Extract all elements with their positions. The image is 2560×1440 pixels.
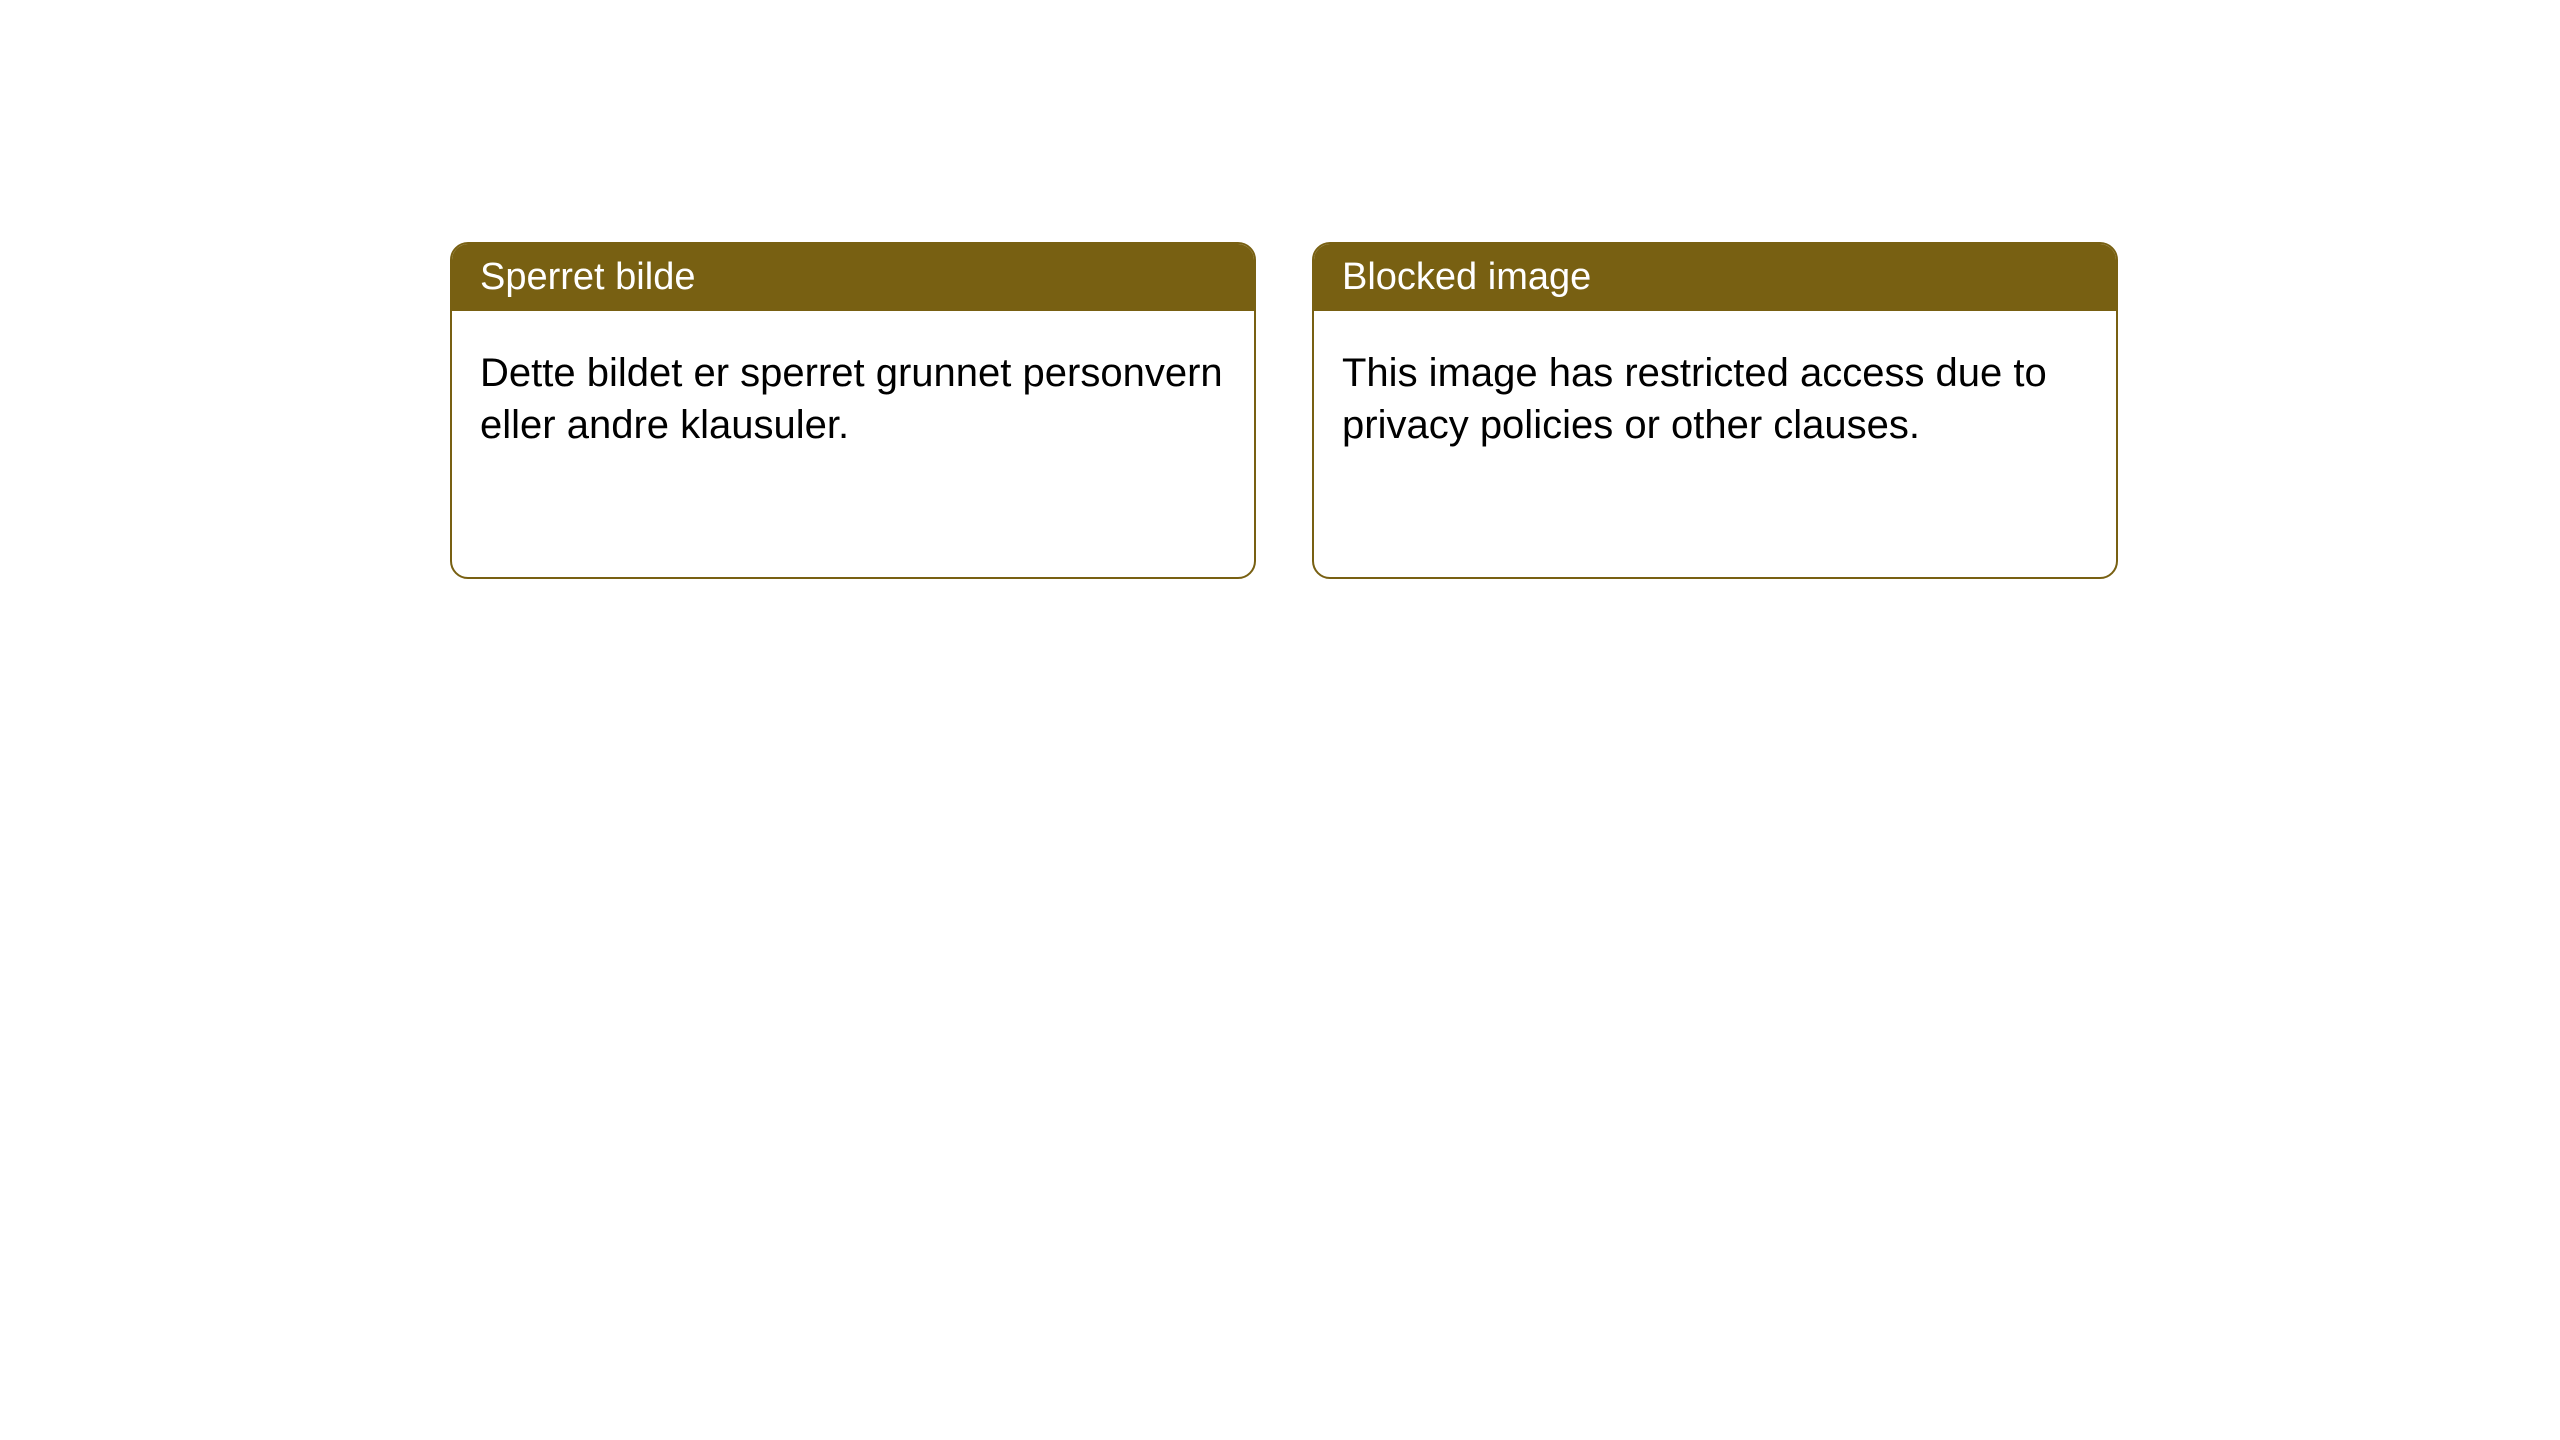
notice-text: Dette bildet er sperret grunnet personve…	[480, 351, 1223, 447]
notice-container: Sperret bilde Dette bildet er sperret gr…	[0, 0, 2560, 579]
notice-card-norwegian: Sperret bilde Dette bildet er sperret gr…	[450, 242, 1256, 579]
notice-header: Blocked image	[1314, 244, 2116, 311]
notice-body: This image has restricted access due to …	[1314, 311, 2116, 487]
notice-body: Dette bildet er sperret grunnet personve…	[452, 311, 1254, 487]
notice-title: Sperret bilde	[480, 256, 695, 298]
notice-card-english: Blocked image This image has restricted …	[1312, 242, 2118, 579]
notice-text: This image has restricted access due to …	[1342, 351, 2047, 447]
notice-title: Blocked image	[1342, 256, 1591, 298]
notice-header: Sperret bilde	[452, 244, 1254, 311]
